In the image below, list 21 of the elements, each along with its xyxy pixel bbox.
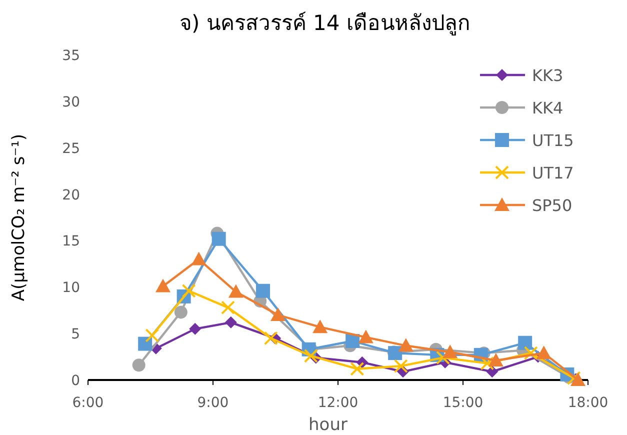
y-tick-label: 30	[62, 94, 80, 110]
legend-label: KK4	[532, 98, 564, 118]
x-tick-label: 15:00	[442, 395, 484, 411]
y-tick-label: 25	[62, 140, 80, 157]
legend-label: SP50	[532, 196, 572, 215]
y-tick-label: 5	[71, 326, 80, 343]
legend-label: UT17	[532, 164, 574, 182]
y-tick-label: 35	[62, 48, 80, 64]
y-tick-label: 0	[71, 373, 80, 389]
y-tick-label: 20	[62, 187, 80, 204]
legend-label: KK3	[532, 66, 564, 85]
x-tick-label: 6:00	[72, 395, 104, 411]
x-tick-label: 12:00	[318, 395, 358, 411]
y-tick-label: 10	[62, 280, 80, 296]
y-axis-title: A(μmolCO₂ m⁻² s⁻¹)	[9, 134, 29, 302]
x-axis-title: hour	[308, 415, 348, 435]
legend-label: UT15	[532, 131, 574, 150]
x-tick-label: 9:00	[197, 395, 229, 411]
chart-title: จ) นครสวรรค์ 14 เดือนหลังปลูก	[180, 11, 470, 36]
y-tick-label: 15	[62, 234, 80, 250]
x-tick-label: 18:00	[568, 395, 608, 411]
